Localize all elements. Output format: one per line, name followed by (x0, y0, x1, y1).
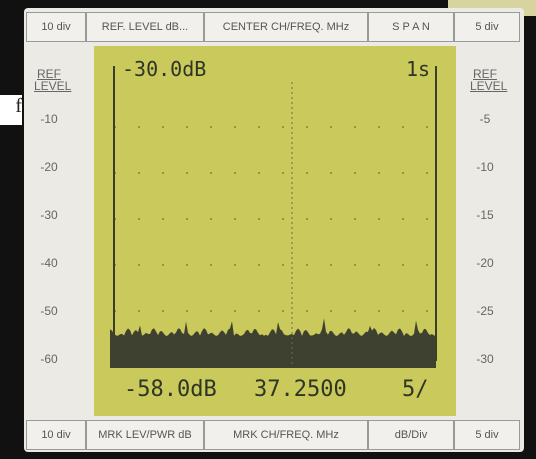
outside-label: f (0, 95, 22, 125)
header-cell: 5 div (454, 12, 520, 42)
scale: 5/ (402, 377, 429, 402)
header-cell: S P A N (368, 12, 454, 42)
screen: -30.0dB 1s -58.0dB 37.2500 5/ (94, 46, 456, 416)
scale-label: -50 (24, 304, 74, 318)
scale-label: -30 (460, 352, 510, 366)
footer-cell: MRK LEV/PWR dB (86, 420, 204, 450)
header-cell: 10 div (26, 12, 86, 42)
marker-level: -58.0dB (124, 377, 217, 402)
scale-label: -5 (460, 112, 510, 126)
noise-floor (110, 348, 436, 368)
footer-cell: dB/Div (368, 420, 454, 450)
header-cell: REF. LEVEL dB... (86, 12, 204, 42)
scale-label: -20 (460, 256, 510, 270)
footer-cell: 10 div (26, 420, 86, 450)
scale-label: -60 (24, 352, 74, 366)
scale-label: -25 (460, 304, 510, 318)
scale-label: -15 (460, 208, 510, 222)
scale-label: -10 (460, 160, 510, 174)
device-photo: f 10 div REF. LEVEL dB... CENTER CH/FREQ… (0, 0, 536, 459)
header-cell: CENTER CH/FREQ. MHz (204, 12, 368, 42)
footer-cell: MRK CH/FREQ. MHz (204, 420, 368, 450)
span: 1s (406, 57, 430, 81)
scale-label: -20 (24, 160, 74, 174)
right-scale-title: REF LEVEL (470, 68, 500, 92)
footer-cell: 5 div (454, 420, 520, 450)
ref-level: -30.0dB (122, 57, 206, 81)
left-scale-title: REF LEVEL (34, 68, 64, 92)
marker-freq: 37.2500 (254, 377, 347, 402)
scale-label: -30 (24, 208, 74, 222)
scale-label: -40 (24, 256, 74, 270)
scale-label: -10 (24, 112, 74, 126)
